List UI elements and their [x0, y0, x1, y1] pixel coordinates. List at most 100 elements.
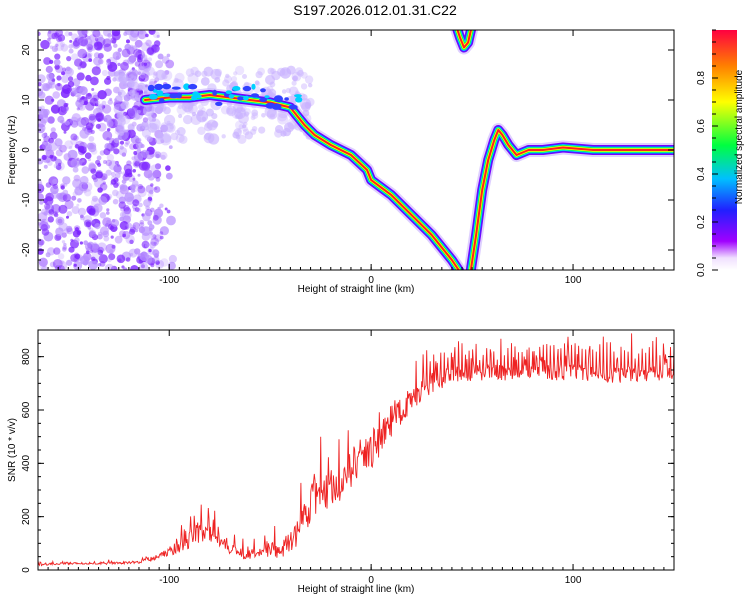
noise-speckle [38, 220, 47, 230]
noise-speckle [95, 100, 100, 105]
noise-speckle [77, 119, 86, 128]
halo-speckle [238, 113, 249, 124]
halo-speckle [291, 71, 302, 82]
noise-speckle [63, 242, 67, 247]
noise-speckle [66, 215, 69, 219]
noise-speckle [69, 39, 73, 43]
halo-speckle [251, 109, 259, 117]
halo-speckle [157, 127, 163, 132]
noise-speckle [55, 30, 63, 37]
colorbar-tick-label: 0.4 [696, 167, 707, 181]
noise-speckle [49, 131, 58, 140]
noise-speckle [115, 124, 125, 134]
noise-speckle [147, 220, 153, 226]
noise-speckle [87, 103, 91, 107]
noise-speckle [167, 261, 176, 270]
noise-speckle [103, 43, 112, 52]
halo-speckle [163, 106, 171, 115]
noise-speckle [124, 192, 134, 203]
y-tick-label: 10 [21, 94, 32, 106]
noise-speckle [64, 199, 74, 210]
noise-speckle [47, 116, 55, 124]
noise-speckle [99, 212, 107, 219]
noise-speckle [140, 54, 148, 61]
noise-speckle [74, 237, 80, 243]
ridge-band [144, 94, 674, 270]
noise-speckle [136, 141, 143, 149]
noise-speckle [66, 259, 73, 266]
halo-speckle [222, 79, 230, 87]
ridge-blob [242, 85, 252, 92]
ridge-blob [193, 94, 202, 99]
x-tick-label: -100 [159, 575, 179, 586]
noise-speckle [147, 173, 155, 181]
noise-speckle [148, 224, 155, 230]
noise-speckle [121, 152, 127, 157]
ridge-blob [147, 84, 155, 92]
halo-speckle [301, 102, 311, 112]
noise-speckle [88, 162, 96, 170]
halo-speckle [301, 94, 308, 101]
noise-speckle [97, 90, 107, 100]
noise-speckle [52, 183, 59, 190]
noise-speckle [127, 129, 136, 139]
noise-speckle [39, 200, 44, 205]
noise-speckle [119, 230, 126, 238]
noise-speckle [38, 74, 46, 84]
noise-speckle [135, 49, 146, 60]
noise-speckle [91, 195, 98, 202]
noise-speckle [131, 45, 138, 52]
noise-speckle [106, 137, 110, 141]
noise-speckle [137, 173, 141, 177]
noise-speckle [75, 227, 79, 232]
halo-speckle [297, 69, 304, 77]
noise-speckle [62, 176, 71, 185]
noise-speckle [137, 183, 143, 190]
noise-speckle [95, 123, 101, 129]
halo-speckle [169, 124, 174, 130]
noise-speckle [159, 151, 168, 160]
noise-speckle [40, 218, 49, 227]
noise-speckle [98, 103, 105, 110]
noise-speckle [107, 33, 112, 38]
y-tick-label: 400 [21, 455, 32, 472]
halo-speckle [119, 72, 124, 78]
colorbar-ticks: 0.0 0.2 0.4 0.6 0.8 [696, 29, 718, 277]
ridge-blob [171, 86, 181, 90]
noise-speckle [124, 142, 129, 147]
halo-speckle [242, 124, 247, 129]
noise-speckle [42, 198, 48, 204]
halo-speckle [157, 136, 163, 141]
noise-speckle [47, 37, 51, 42]
noise-speckle [88, 260, 98, 270]
halo-speckle [250, 128, 257, 135]
noise-speckle [118, 170, 122, 175]
upper-branch-band [456, 30, 472, 49]
page-title: S197.2026.012.01.31.C22 [293, 2, 457, 18]
noise-speckle [136, 137, 142, 143]
ridge-blob [152, 89, 158, 93]
noise-speckle [106, 61, 111, 66]
noise-speckle [81, 166, 90, 174]
noise-speckle [64, 120, 70, 126]
noise-speckle [76, 97, 83, 103]
halo-speckle [226, 107, 234, 115]
ridge-blob [265, 102, 276, 109]
ridge-blob [225, 90, 232, 94]
noise-speckle [160, 258, 169, 267]
noise-speckle [138, 74, 146, 82]
noise-speckle [147, 57, 153, 62]
noise-speckle [134, 61, 141, 67]
noise-speckle [102, 104, 112, 114]
halo-speckle [117, 70, 125, 78]
noise-speckle [152, 249, 160, 257]
noise-speckle [166, 215, 176, 226]
noise-speckle [95, 113, 104, 121]
noise-speckle [117, 62, 121, 67]
noise-speckle [97, 162, 102, 167]
noise-speckle [91, 260, 95, 265]
noise-speckle [151, 44, 160, 53]
noise-speckle [154, 163, 162, 170]
ridge-band [141, 91, 674, 270]
halo-speckle [138, 66, 147, 76]
